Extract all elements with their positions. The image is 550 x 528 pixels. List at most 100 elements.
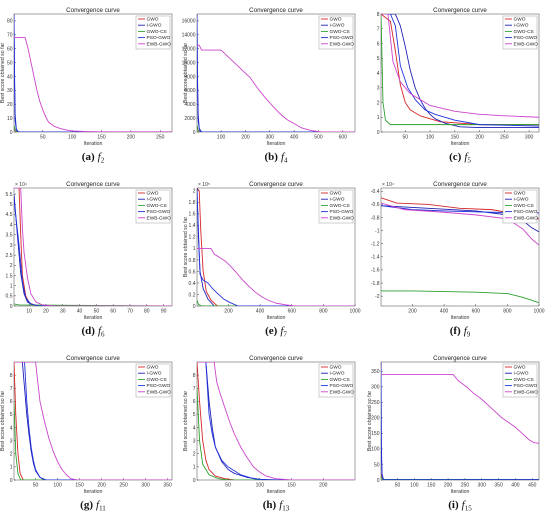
legend-entry-pso-gwo: PSO-GWO [330,383,354,389]
x-tick-label: 50 [40,135,46,141]
legend-entry-gwo-cs: GWO-CS [330,29,350,35]
y-tick-label: 80 [7,19,13,25]
series-line-gwo-cs [197,124,355,132]
x-tick-label: 70 [127,309,133,315]
x-tick-label: 100 [217,135,226,141]
chart-title: Convergence curve [433,7,487,14]
legend-entry-pso-gwo: PSO-GWO [147,35,171,41]
y-tick-label: 0 [193,478,196,484]
caption-function: f [281,151,286,163]
x-tick-label: 800 [319,309,328,315]
legend-entry-gwo: GWO [330,191,342,197]
chart-title: Convergence curve [249,7,303,14]
x-tick-label: 50 [94,309,100,315]
x-tick-label: 30 [60,309,66,315]
x-tick-label: 400 [511,483,520,489]
legend-entry-gwo: GWO [514,191,526,197]
x-tick-label: 300 [478,483,487,489]
y-tick-label: 50 [374,462,380,468]
y-tick-label: 5 [193,412,196,418]
x-axis-label: Iteration [267,141,286,147]
series-line-gwo-cs [197,300,355,306]
x-tick-label: 50 [395,483,401,489]
y-tick-label: 250 [371,400,380,406]
series-line-pso-gwo [14,20,172,132]
y-tick-label: 5 [377,56,380,62]
series-group [14,188,172,306]
x-tick-label: 600 [339,135,348,141]
chart-title: Convergence curve [66,7,120,14]
series-line-gwo-cs [14,124,172,132]
caption-letter: (c) [449,151,462,163]
chart-title: Convergence curve [66,355,120,362]
panel-caption: (a) f2 [82,151,105,165]
y-tick-label: 0 [377,478,380,484]
series-line-i-gwo [381,14,539,129]
x-tick-label: 100 [53,483,62,489]
x-tick-label: 600 [472,309,481,315]
legend-entry-gwo: GWO [147,365,159,371]
series-group [197,188,355,306]
series-line-gwo-cs [381,14,539,126]
series-line-ewb-gwo [197,362,355,480]
caption-letter: (b) [264,151,278,163]
x-axis-label: Iteration [451,315,470,321]
legend-entry-i-gwo: I-GWO [330,371,345,377]
y-tick-label: 10000 [182,60,196,66]
y-tick-label: 8 [193,373,196,379]
legend-entry-i-gwo: I-GWO [147,371,162,377]
series-line-pso-gwo [197,362,355,480]
y-tick-label: 300 [371,385,380,391]
y-tick-label: 4 [10,425,13,431]
x-tick-label: 200 [408,309,417,315]
x-tick-label: 350 [494,483,503,489]
caption-subscript: 6 [101,331,105,339]
caption-function: f [279,499,284,511]
y-axis-label: Best score obtained so far [183,217,189,278]
y-tick-label: 4.5 [6,212,13,218]
x-tick-label: 150 [75,483,84,489]
x-tick-label: 200 [241,135,250,141]
x-tick-label: 200 [127,135,136,141]
legend-entry-gwo-cs: GWO-CS [514,377,534,383]
panel-caption: (e) f7 [265,325,287,339]
legend-entry-i-gwo: I-GWO [514,23,529,29]
legend-entry-ewb-gwo: EWB-GWO [147,389,172,395]
x-tick-label: 20 [43,309,49,315]
y-tick-label: 0.2 [189,292,196,298]
y-tick-label: 50 [7,60,13,66]
x-tick-label: 250 [500,135,509,141]
x-tick-label: 40 [77,309,83,315]
legend-entry-gwo: GWO [147,191,159,197]
y-tick-label: 0 [193,130,196,136]
caption-function: f [464,151,469,163]
legend-entry-i-gwo: I-GWO [330,23,345,29]
panel-caption: (b) f4 [264,151,288,165]
x-tick-label: 300 [525,135,534,141]
series-line-pso-gwo [381,14,539,127]
caption-subscript: 11 [99,505,106,513]
y-tick-label: 1.4 [189,223,196,229]
y-tick-label: 8 [10,373,13,379]
caption-function: f [280,325,285,337]
y-tick-label: -0.6 [371,202,380,208]
y-tick-label: -1.8 [371,281,380,287]
legend-entry-gwo: GWO [514,365,526,371]
y-tick-label: 70 [7,33,13,39]
legend-entry-ewb-gwo: EWB-GWO [514,41,539,47]
y-tick-label: 14000 [182,33,196,39]
chart-panel-7: Convergence curve 50 100 150 200 250 300 350 0 1 2… [0,355,173,513]
y-tick-label: -0.4 [371,189,380,195]
legend-entry-gwo-cs: GWO-CS [514,203,534,209]
caption-letter: (h) [263,499,277,511]
y-tick-label: 6 [10,399,13,405]
x-tick-label: 100 [410,483,419,489]
y-tick-label: 6 [377,41,380,47]
y-tick-label: 8 [377,12,380,18]
